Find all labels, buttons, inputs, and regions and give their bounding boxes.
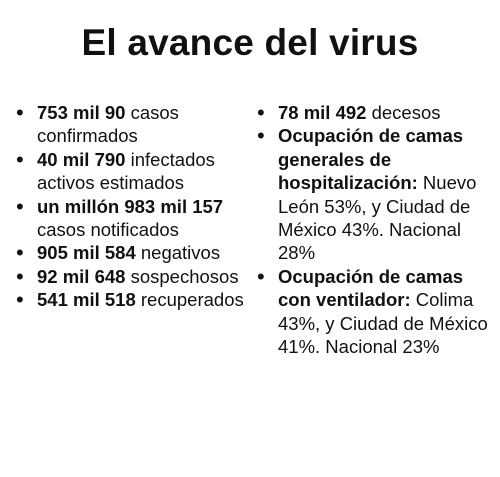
bullet-icon: • xyxy=(16,240,24,266)
stat-value: 92 mil 648 xyxy=(37,265,126,287)
stat-value: 541 mil 518 xyxy=(37,289,136,311)
stat-value: 40 mil 790 xyxy=(37,148,126,170)
list-item: • Ocupación de camas generales de hospit… xyxy=(253,124,498,264)
stat-value: 905 mil 584 xyxy=(37,242,136,264)
stat-label: casos confirmados xyxy=(37,102,179,147)
bullet-icon: • xyxy=(257,123,265,149)
stat-label: Colima 43%, y Ciudad de México 41%. Naci… xyxy=(278,289,488,358)
list-item: • un millón 983 mil 157 casos notificado… xyxy=(12,193,244,242)
stat-value: un millón 983 mil 157 xyxy=(37,195,224,217)
bullet-icon: • xyxy=(16,146,24,172)
stat-label: decesos xyxy=(366,102,441,123)
bullet-icon: • xyxy=(16,100,24,125)
list-item: • 92 mil 648 sospechosos xyxy=(12,263,244,289)
stat-label: infectados activos estimados xyxy=(37,148,215,194)
list-item: • Ocupación de camas con ventilador: Col… xyxy=(253,263,498,359)
page-title: El avance del virus xyxy=(81,22,419,63)
bullet-icon: • xyxy=(16,263,24,289)
list-item: • 753 mil 90 casos confirmados xyxy=(12,101,244,148)
list-item: • 905 mil 584 negativos xyxy=(12,240,244,266)
stat-value: Ocupación de camas generales de hospital… xyxy=(278,125,464,194)
bullet-icon: • xyxy=(16,193,24,219)
stat-value: 753 mil 90 xyxy=(37,102,126,123)
list-item: • 541 mil 518 recuperados xyxy=(12,287,244,313)
bullet-icon: • xyxy=(16,287,24,313)
stat-label: Nuevo León 53%, y Ciudad de México 43%. … xyxy=(278,172,477,264)
list-item: • 78 mil 492 decesos xyxy=(253,100,498,125)
stat-value: 78 mil 492 xyxy=(278,102,367,123)
stat-label: sospechosos xyxy=(125,265,239,287)
stat-label: negativos xyxy=(135,242,221,264)
bullet-icon: • xyxy=(257,263,265,289)
stat-label: recuperados xyxy=(135,289,244,311)
stat-value: Ocupación de camas con ventilador: xyxy=(278,265,464,311)
stats-list-left: • 753 mil 90 casos confirmados • 40 mil … xyxy=(12,101,244,312)
stat-label: casos notificados xyxy=(37,219,179,241)
bullet-icon: • xyxy=(257,100,265,125)
list-item: • 40 mil 790 infectados activos estimado… xyxy=(12,146,244,195)
stats-list-right: • 78 mil 492 decesos • Ocupación de cama… xyxy=(253,101,498,358)
